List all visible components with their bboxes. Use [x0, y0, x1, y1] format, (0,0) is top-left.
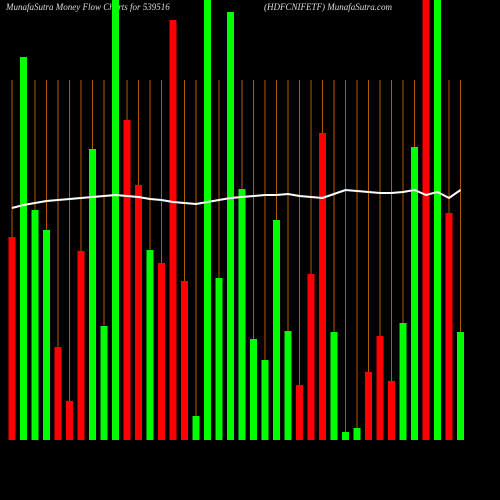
- bar: [434, 0, 441, 440]
- bar: [238, 189, 246, 440]
- chart-subtitle: (HDFCNIFETF) MunafaSutra.com: [264, 2, 392, 12]
- bar: [146, 250, 154, 440]
- bar: [43, 230, 50, 440]
- bar: [296, 385, 303, 440]
- bar: [330, 332, 338, 440]
- bar: [399, 323, 407, 440]
- chart-title: MunafaSutra Money Flow Charts for 539516: [5, 2, 170, 12]
- bar: [100, 326, 108, 440]
- bar: [123, 120, 131, 440]
- bar: [376, 336, 384, 440]
- bar: [158, 263, 165, 440]
- bar: [8, 237, 16, 440]
- bar: [169, 20, 177, 440]
- bar: [261, 360, 269, 440]
- bar: [273, 220, 280, 440]
- bar: [204, 0, 211, 440]
- bar: [20, 57, 27, 440]
- bar: [307, 274, 315, 440]
- bar: [112, 0, 119, 440]
- bar: [181, 281, 188, 440]
- bar: [227, 12, 234, 440]
- bar: [31, 210, 39, 440]
- bar: [215, 278, 223, 440]
- bar: [445, 213, 453, 440]
- bar: [353, 428, 361, 440]
- bar: [411, 147, 418, 440]
- bar: [422, 0, 430, 440]
- bar: [250, 339, 257, 440]
- money-flow-line: [11, 188, 462, 209]
- bar: [192, 416, 200, 440]
- bar: [388, 381, 395, 440]
- bar: [457, 332, 464, 440]
- bar: [319, 133, 326, 440]
- bar: [365, 372, 372, 440]
- bar: [66, 401, 73, 440]
- bar: [77, 251, 85, 440]
- bar: [135, 185, 142, 440]
- bar: [89, 149, 96, 440]
- bar: [54, 347, 62, 440]
- bar: [342, 432, 349, 440]
- bar: [284, 331, 292, 440]
